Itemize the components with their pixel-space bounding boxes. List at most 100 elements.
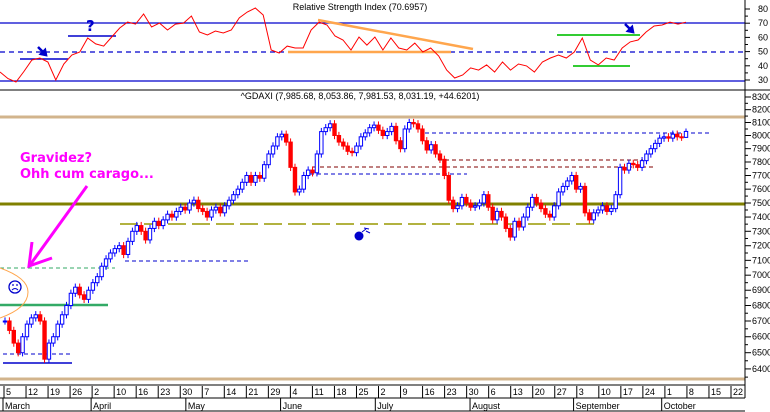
- candle-body: [336, 135, 342, 143]
- candle: [582, 182, 588, 217]
- candle: [103, 255, 109, 270]
- candle-body: [310, 169, 315, 174]
- candle-body: [639, 160, 645, 168]
- candle-body: [51, 336, 56, 344]
- candle-body: [11, 329, 16, 344]
- candle: [187, 199, 192, 214]
- price-y-axis: 8300 8200 8100 8000 7900 7800 7700 7600 7500 7400…: [745, 92, 770, 378]
- candle-body: [675, 133, 680, 138]
- x-week-label: 4: [292, 387, 297, 397]
- x-week-label: 2: [381, 387, 386, 397]
- candle: [310, 166, 315, 177]
- x-week-label: 26: [72, 387, 82, 397]
- candle: [160, 216, 166, 230]
- candle: [349, 147, 355, 157]
- candle-body: [376, 124, 381, 131]
- candle: [42, 317, 47, 363]
- price-tick-label: 8000: [752, 131, 770, 141]
- candle: [512, 217, 517, 241]
- annotation-text-line2: Ohh cum carago...: [20, 167, 154, 182]
- x-month-label: October: [664, 401, 696, 411]
- candle-body: [15, 342, 21, 354]
- candle-body: [204, 210, 210, 218]
- bomb-icon: [354, 227, 371, 241]
- candle-body: [222, 205, 227, 214]
- candle-body: [464, 196, 469, 204]
- question-mark-annotation: ?: [86, 17, 95, 35]
- candle: [130, 227, 135, 246]
- candle-body: [573, 174, 579, 190]
- candle: [292, 163, 298, 196]
- candle-body: [191, 199, 197, 204]
- x-week-label: 6: [491, 387, 496, 397]
- x-week-label: 23: [447, 387, 457, 397]
- candle: [204, 207, 210, 221]
- candle-body: [595, 209, 601, 214]
- price-tick-label: 7000: [752, 270, 770, 280]
- candle: [77, 283, 82, 299]
- arrow-down-right-icon: [624, 23, 635, 34]
- x-axis: 5 12 19 26 2 10 16 23 30 7 14 21 29 4 11 18 25 2 9 16 23 30 6 1…: [0, 386, 745, 412]
- x-week-label: 27: [557, 387, 567, 397]
- x-month-label: April: [93, 401, 111, 411]
- candle-body: [424, 140, 429, 151]
- candle: [609, 204, 614, 216]
- candle-body: [582, 185, 588, 214]
- candle: [68, 289, 74, 310]
- candle: [371, 121, 377, 132]
- candle: [578, 182, 583, 193]
- rsi-line: [0, 7, 687, 83]
- rsi-tick-label: 30: [758, 75, 768, 85]
- annotation-orange-trendline: [317, 18, 474, 51]
- candle-body: [363, 132, 368, 138]
- candle: [90, 279, 96, 294]
- candle: [503, 213, 509, 233]
- x-week-label: 29: [270, 387, 280, 397]
- candle: [666, 133, 671, 142]
- candle-body: [209, 209, 214, 218]
- candle-body: [270, 145, 276, 155]
- candle: [11, 326, 16, 347]
- candle-body: [358, 136, 364, 147]
- candle: [565, 177, 570, 191]
- candle-body: [402, 128, 408, 150]
- x-week-label: 17: [623, 387, 633, 397]
- price-title: ^GDAXI (7,985.68, 8,053.86, 7,981.53, 8,…: [241, 91, 480, 101]
- candle: [385, 127, 390, 140]
- candle-body: [301, 174, 306, 190]
- candle: [389, 122, 394, 136]
- candle: [573, 171, 579, 193]
- candle: [266, 150, 271, 169]
- candle-body: [648, 148, 654, 155]
- candle: [270, 142, 276, 158]
- candle: [336, 131, 342, 146]
- candle: [398, 137, 403, 153]
- candle: [244, 171, 249, 186]
- candle: [297, 185, 302, 196]
- candle-body: [617, 166, 623, 196]
- candle-body: [213, 206, 219, 211]
- candle-body: [147, 227, 153, 241]
- candle: [341, 138, 346, 150]
- candle-body: [604, 205, 610, 212]
- candle: [117, 242, 122, 253]
- candle: [683, 128, 689, 138]
- candle: [81, 291, 87, 304]
- candle: [99, 262, 104, 281]
- candle-body: [275, 136, 280, 147]
- candle: [7, 317, 12, 335]
- candle: [534, 193, 539, 207]
- candle-body: [323, 127, 328, 133]
- price-tick-label: 7800: [752, 157, 770, 167]
- candle: [468, 199, 473, 211]
- candle: [450, 196, 456, 213]
- candle-body: [200, 208, 205, 212]
- x-week-label: 1: [667, 387, 672, 397]
- candle-body: [657, 137, 662, 144]
- candle: [560, 182, 566, 196]
- candle-body: [591, 212, 596, 221]
- candle-body: [121, 245, 126, 255]
- candle: [648, 145, 654, 158]
- candle: [24, 320, 30, 341]
